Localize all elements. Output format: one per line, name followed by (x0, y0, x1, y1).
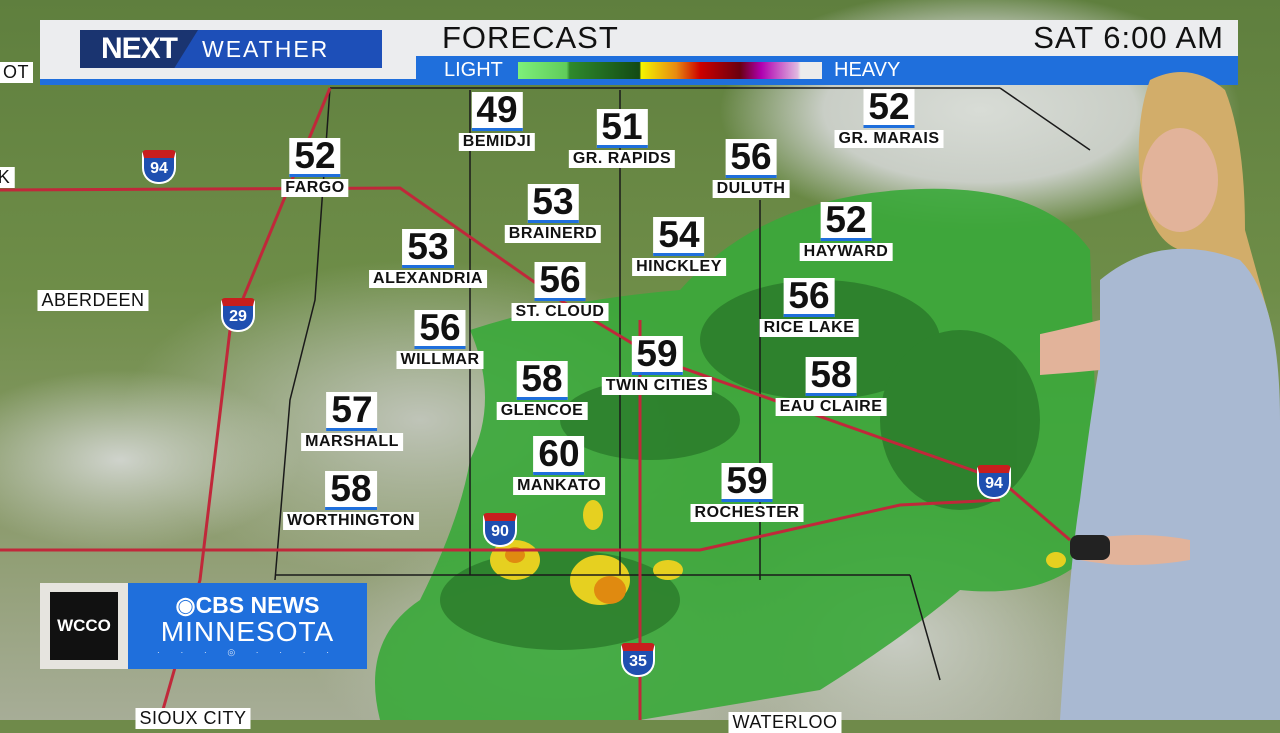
cbs-news-minnesota-logo: ◉CBS NEWS MINNESOTA · · · ◎ · · · · (128, 583, 367, 669)
cbs-eye-icon: ◉ (175, 592, 196, 618)
city-name: ROCHESTER (690, 504, 804, 522)
legend-light: LIGHT (444, 59, 503, 81)
city-name: TWIN CITIES (601, 377, 713, 395)
city-temp: 57 (326, 391, 378, 431)
wcco-logo: WCCO (40, 583, 128, 669)
city-name: GR. MARAIS (834, 130, 944, 148)
city-marker: 56 RICE LAKE (759, 277, 859, 337)
presenter (1040, 72, 1280, 720)
place-label: K (0, 167, 15, 188)
city-temp: 58 (805, 356, 857, 396)
city-temp: 52 (289, 137, 341, 177)
city-marker: 54 HINCKLEY (632, 216, 726, 276)
city-name: EAU CLAIRE (775, 398, 887, 416)
city-marker: 56 DULUTH (712, 138, 790, 198)
city-temp: 53 (527, 183, 579, 223)
city-temp: 56 (725, 138, 777, 178)
interstate-shield-icon: 90 (483, 513, 517, 547)
city-marker: 53 ALEXANDRIA (369, 228, 487, 288)
interstate-shield-icon: 35 (621, 643, 655, 677)
city-marker: 58 GLENCOE (496, 360, 588, 420)
interstate-shield-icon: 94 (142, 150, 176, 184)
network-name: ◉CBS NEWS (128, 593, 367, 617)
legend-color-scale (518, 62, 822, 79)
logo-weather: WEATHER (202, 35, 330, 62)
city-name: DULUTH (712, 180, 790, 198)
place-label: WATERLOO (728, 712, 842, 733)
city-temp: 59 (631, 335, 683, 375)
city-temp: 59 (721, 462, 773, 502)
city-temp: 52 (863, 88, 915, 128)
region-name: MINNESOTA (160, 616, 335, 647)
city-temp: 52 (820, 201, 872, 241)
city-marker: 52 FARGO (281, 137, 349, 197)
city-marker: 52 GR. MARAIS (834, 88, 944, 148)
city-temp: 54 (653, 216, 705, 256)
city-name: GLENCOE (496, 402, 588, 420)
logo-next: NEXT (80, 30, 198, 68)
city-name: WORTHINGTON (283, 512, 419, 530)
city-temp: 56 (414, 309, 466, 349)
city-temp: 56 (783, 277, 835, 317)
next-weather-logo: NEXT WEATHER (80, 30, 382, 68)
city-marker: 56 ST. CLOUD (511, 261, 609, 321)
legend-heavy: HEAVY (834, 59, 901, 81)
city-name: HINCKLEY (632, 258, 726, 276)
city-marker: 53 BRAINERD (504, 183, 602, 243)
city-marker: 56 WILLMAR (396, 309, 484, 369)
city-marker: 49 BEMIDJI (458, 91, 536, 151)
interstate-shield-icon: 94 (977, 465, 1011, 499)
city-temp: 58 (516, 360, 568, 400)
network-text: CBS NEWS (195, 592, 320, 618)
place-label: ABERDEEN (37, 290, 149, 311)
city-marker: 60 MANKATO (513, 435, 605, 495)
city-marker: 51 GR. RAPIDS (568, 108, 676, 168)
city-temp: 49 (471, 91, 523, 131)
city-name: RICE LAKE (759, 319, 859, 337)
forecast-header: NEXT WEATHER FORECAST SAT 6:00 AM LIGHT … (40, 20, 1238, 85)
interstate-shield-icon: 29 (221, 298, 255, 332)
station-bug: WCCO ◉CBS NEWS MINNESOTA · · · ◎ · · · · (40, 583, 367, 669)
city-marker: 59 TWIN CITIES (601, 335, 713, 395)
page-title: FORECAST (442, 20, 619, 55)
city-name: ST. CLOUD (511, 303, 609, 321)
city-marker: 52 HAYWARD (799, 201, 893, 261)
city-name: FARGO (281, 179, 349, 197)
city-temp: 51 (596, 108, 648, 148)
city-name: HAYWARD (799, 243, 893, 261)
city-marker: 59 ROCHESTER (690, 462, 804, 522)
forecast-time: SAT 6:00 AM (1033, 20, 1224, 55)
city-name: GR. RAPIDS (568, 150, 676, 168)
city-temp: 60 (533, 435, 585, 475)
place-label: SIOUX CITY (135, 708, 251, 729)
city-name: ALEXANDRIA (369, 270, 487, 288)
city-temp: 56 (534, 261, 586, 301)
city-name: MARSHALL (301, 433, 403, 451)
header-divider (40, 79, 1238, 85)
city-name: WILLMAR (396, 351, 484, 369)
city-temp: 58 (325, 470, 377, 510)
city-name: BRAINERD (504, 225, 602, 243)
station-call: WCCO (50, 592, 118, 660)
city-temp: 53 (402, 228, 454, 268)
city-name: MANKATO (513, 477, 605, 495)
dots-decoration: · · · ◎ · · · · (156, 647, 339, 657)
city-marker: 58 WORTHINGTON (283, 470, 419, 530)
city-marker: 57 MARSHALL (301, 391, 403, 451)
city-name: BEMIDJI (458, 133, 536, 151)
city-marker: 58 EAU CLAIRE (775, 356, 887, 416)
place-label: OT (0, 62, 33, 83)
